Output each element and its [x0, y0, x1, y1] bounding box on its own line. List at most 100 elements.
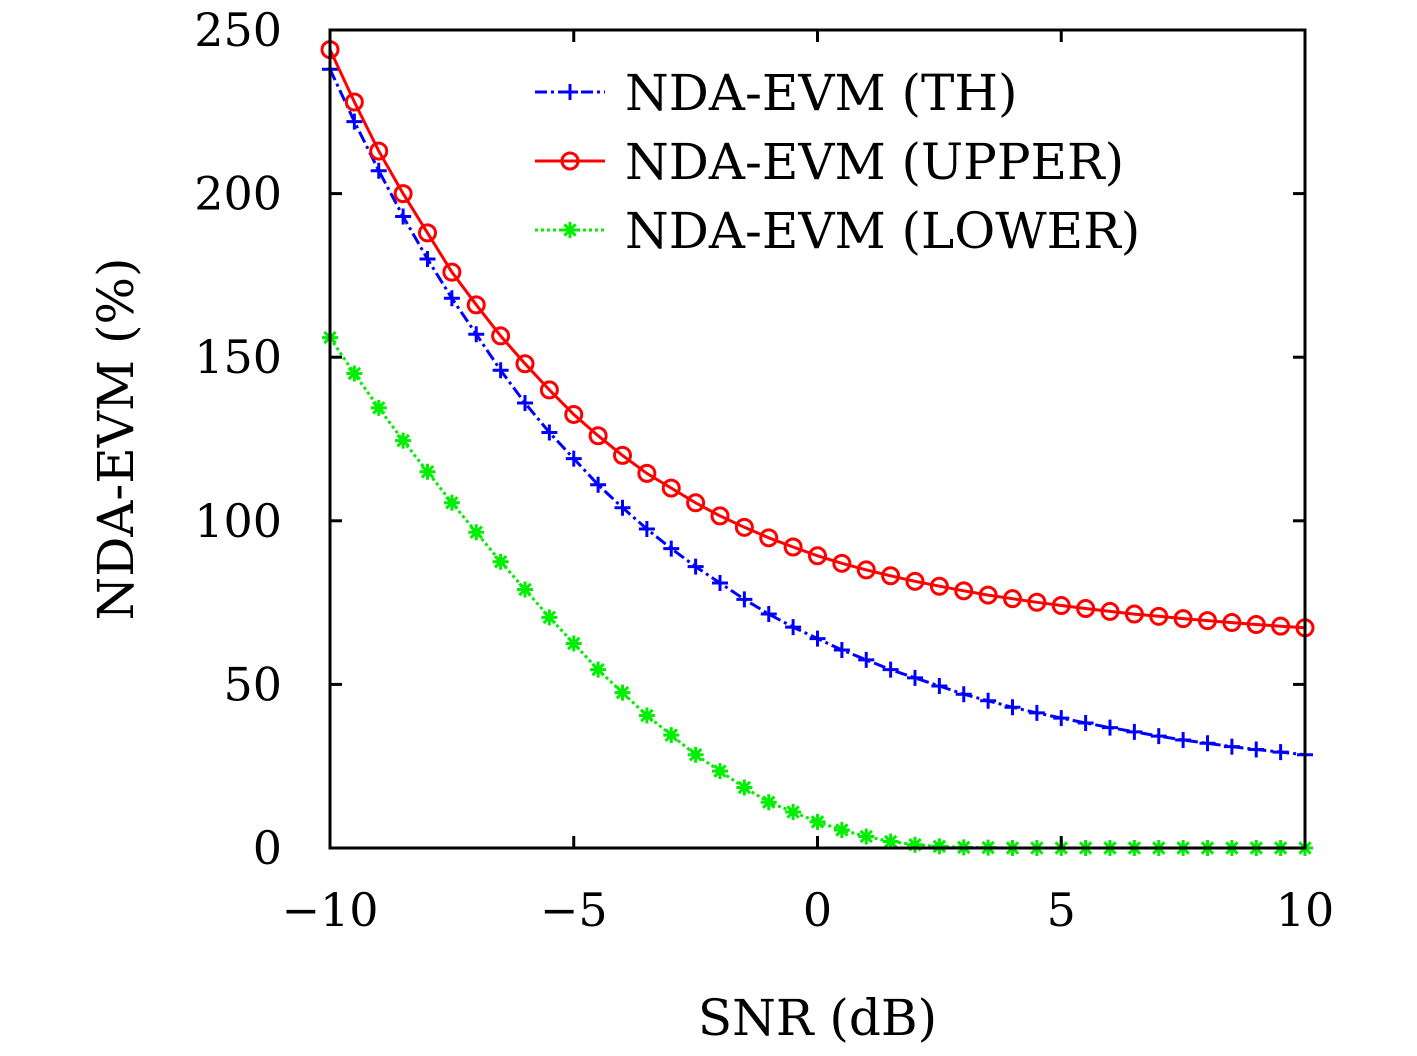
data-point	[517, 395, 533, 412]
legend-item: NDA-EVM (LOWER)	[535, 202, 1140, 260]
data-point	[565, 450, 582, 467]
data-point	[978, 585, 998, 605]
data-point	[809, 630, 826, 647]
x-tick-label: 10	[1276, 883, 1335, 937]
data-point	[369, 141, 389, 161]
data-point	[931, 678, 948, 695]
data-point	[637, 463, 657, 483]
data-point	[638, 520, 655, 537]
series-0	[322, 61, 1313, 763]
data-point	[1198, 611, 1217, 631]
y-tick-label: 100	[194, 494, 282, 548]
data-point	[614, 684, 631, 701]
data-point	[613, 445, 632, 465]
data-point	[515, 354, 535, 374]
data-point	[370, 162, 387, 179]
y-axis-label: NDA-EVM (%)	[87, 257, 145, 620]
legend-marker	[562, 222, 578, 238]
series-2	[322, 329, 1313, 856]
data-point	[663, 727, 680, 744]
legend-marker	[560, 151, 580, 171]
data-point	[466, 295, 486, 315]
data-point	[346, 365, 363, 382]
data-point	[614, 499, 631, 516]
data-point	[882, 833, 899, 850]
legend-item: NDA-EVM (UPPER)	[535, 133, 1124, 191]
data-point	[492, 362, 509, 379]
data-point	[1150, 728, 1167, 745]
data-point	[661, 478, 681, 498]
data-point	[541, 424, 558, 441]
data-point	[980, 692, 997, 709]
y-tick-label: 150	[194, 330, 282, 384]
data-point	[565, 635, 582, 652]
data-point	[491, 326, 511, 346]
data-point	[1124, 604, 1144, 624]
data-point	[858, 828, 875, 845]
data-point	[1222, 613, 1242, 633]
data-point	[736, 779, 753, 796]
data-point	[1248, 741, 1265, 758]
legend: NDA-EVM (TH) NDA-EVM (UPPER) NDA-EVM (LOWE…	[535, 64, 1140, 260]
y-tick-label: 250	[194, 3, 282, 57]
data-point	[1053, 710, 1070, 727]
data-point	[344, 92, 364, 112]
data-point	[785, 619, 802, 636]
x-tick-label: 5	[1047, 883, 1076, 937]
x-tick-label: −10	[281, 883, 378, 937]
data-point	[858, 651, 875, 668]
data-point	[443, 290, 460, 307]
data-point	[783, 537, 803, 557]
data-point	[734, 517, 754, 537]
legend-label: NDA-EVM (LOWER)	[625, 202, 1140, 260]
legend-marker	[562, 84, 578, 100]
data-point	[955, 686, 972, 703]
data-point	[1076, 598, 1096, 618]
data-point	[833, 642, 850, 659]
data-point	[1223, 738, 1240, 755]
data-point	[808, 546, 827, 566]
data-point	[1028, 704, 1045, 721]
legend-item: NDA-EVM (TH)	[535, 64, 1018, 122]
data-point	[905, 571, 925, 591]
data-point	[712, 763, 728, 780]
x-axis-label: SNR (dB)	[698, 989, 937, 1047]
data-point	[687, 558, 704, 575]
data-point	[881, 566, 901, 586]
data-point	[954, 581, 974, 601]
data-point	[1077, 715, 1094, 732]
data-point	[638, 707, 655, 724]
data-point	[443, 494, 460, 511]
data-point	[687, 746, 704, 763]
y-tick-label: 50	[223, 657, 282, 711]
data-point	[393, 184, 413, 204]
data-point	[1173, 609, 1193, 629]
data-point	[1100, 601, 1120, 621]
data-point	[370, 399, 387, 416]
data-point	[442, 262, 462, 282]
data-point	[468, 326, 485, 343]
data-point	[517, 581, 533, 598]
data-point	[541, 609, 558, 626]
data-point	[419, 251, 436, 268]
data-point	[590, 476, 607, 493]
data-point	[710, 506, 730, 526]
series-1	[320, 40, 1315, 638]
data-point	[1149, 606, 1169, 626]
x-tick-label: 0	[803, 883, 832, 937]
data-point	[539, 380, 559, 400]
data-point	[564, 404, 584, 424]
data-point	[492, 553, 509, 570]
data-point	[1246, 615, 1266, 635]
data-point	[907, 836, 923, 853]
x-tick-label: −5	[540, 883, 608, 937]
data-point	[1126, 723, 1143, 740]
data-point	[833, 822, 850, 839]
data-point	[712, 574, 728, 591]
data-point	[1175, 732, 1192, 749]
data-point	[882, 661, 899, 678]
data-point	[1199, 735, 1216, 752]
data-point	[346, 113, 363, 130]
